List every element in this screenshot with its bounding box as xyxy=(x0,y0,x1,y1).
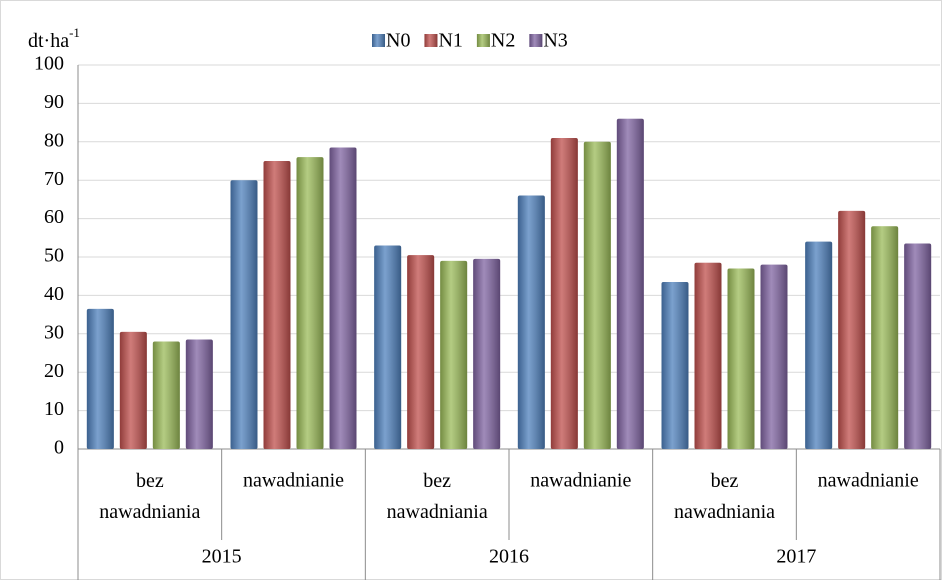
group-label: 2015 xyxy=(202,546,242,568)
bar xyxy=(727,268,755,449)
x-tick-label: nawadnianie xyxy=(818,470,919,492)
bar xyxy=(86,308,114,449)
x-tick-label: bez nawadniania xyxy=(99,470,200,523)
y-tick-label: 30 xyxy=(44,321,64,343)
bar xyxy=(263,161,291,449)
x-tick-label: nawadnianie xyxy=(243,470,344,492)
bar xyxy=(440,260,468,449)
bar xyxy=(119,331,147,449)
bar xyxy=(760,264,788,449)
bar xyxy=(185,339,213,449)
legend-swatch-shade xyxy=(529,34,543,47)
legend-label: N0 xyxy=(386,30,410,52)
bar xyxy=(904,243,932,449)
bar xyxy=(374,245,402,449)
legend-label: N3 xyxy=(543,30,567,52)
y-tick-label: 100 xyxy=(34,53,64,75)
y-tick-label: 50 xyxy=(44,245,64,267)
x-tick-label: nawadnianie xyxy=(530,470,631,492)
x-tick-label: bez nawadniania xyxy=(674,470,775,523)
bar xyxy=(407,255,435,449)
bar xyxy=(230,180,258,449)
bar xyxy=(616,118,644,449)
group-label: 2016 xyxy=(489,546,529,568)
bar xyxy=(661,281,689,449)
bar xyxy=(694,262,722,449)
y-tick-label: 10 xyxy=(44,398,64,420)
y-tick-label: 20 xyxy=(44,360,64,382)
y-tick-label: 60 xyxy=(44,206,64,228)
x-tick-label: bez nawadniania xyxy=(387,470,488,523)
y-tick-label: 80 xyxy=(44,129,64,151)
legend-label: N1 xyxy=(438,30,462,52)
bar xyxy=(517,195,545,449)
bar xyxy=(329,147,357,449)
bar xyxy=(152,341,180,449)
legend-label: N2 xyxy=(491,30,515,52)
bar xyxy=(838,210,866,449)
y-tick-label: 0 xyxy=(54,437,64,459)
bar xyxy=(805,241,833,449)
bar xyxy=(871,226,899,449)
y-axis-label: dt·ha-1 xyxy=(28,25,80,52)
legend-swatch-shade xyxy=(372,34,385,47)
bar xyxy=(550,137,578,449)
bar xyxy=(296,157,324,449)
bar xyxy=(473,258,501,449)
legend-swatch-shade xyxy=(424,34,438,47)
y-tick-label: 90 xyxy=(44,91,64,113)
y-tick-label: 70 xyxy=(44,168,64,190)
group-label: 2017 xyxy=(776,546,816,568)
bar xyxy=(583,141,611,450)
legend-swatch-shade xyxy=(476,34,490,47)
y-tick-label: 40 xyxy=(44,283,64,305)
